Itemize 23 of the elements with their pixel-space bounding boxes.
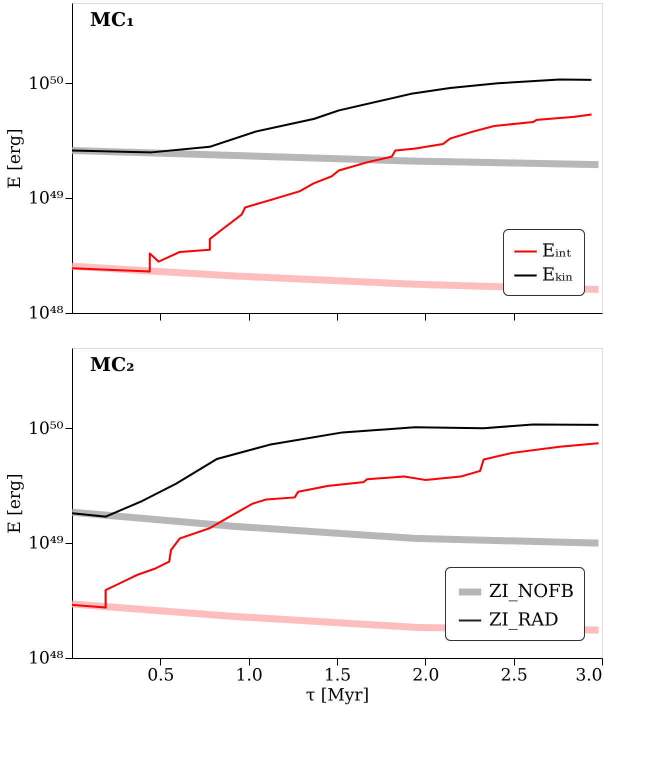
x-tick-label: 1.0 [236,666,263,686]
y-axis-title: E [erg] [5,128,26,189]
legend-label: ZI_RAD [489,610,559,630]
y-tick-label: 10⁵⁰ [28,418,64,439]
x-tick-label: 1.5 [324,666,352,686]
legend-label: ZI_NOFB [489,581,574,602]
line-series [72,78,592,154]
x-axis-title: τ [Myr] [306,686,370,706]
y-tick-label: 10⁴⁹ [28,534,64,554]
x-tick-label: 3.0 [575,666,602,686]
x-tick-label: 2.5 [500,666,528,686]
annotation: MC₁ [90,9,134,31]
legend-label: Eₖᵢₙ [542,264,574,286]
y-tick-label: 10⁴⁸ [28,648,64,668]
y-tick-label: 10⁴⁹ [28,188,64,209]
line-series [72,442,600,609]
y-tick-label: 10⁵⁰ [28,74,64,94]
legend-label: Eᵢₙₜ [542,240,572,262]
x-tick-label: 0.5 [147,666,174,686]
y-axis-title: E [erg] [5,473,26,534]
x-tick-label: 2.0 [412,666,440,686]
y-tick-label: 10⁴⁸ [28,304,64,324]
annotation: MC₂ [90,354,134,376]
